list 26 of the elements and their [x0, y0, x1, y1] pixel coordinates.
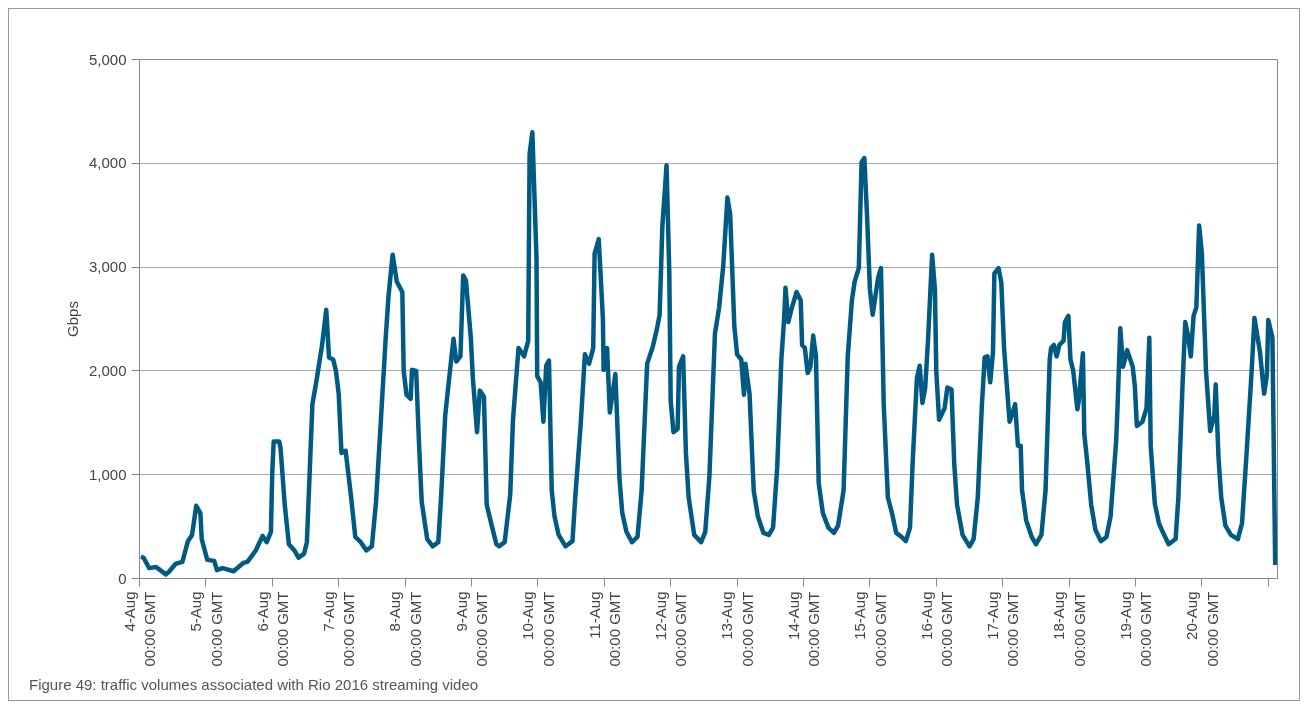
y-axis-title: Gbps — [63, 301, 81, 337]
x-tick-label: 11-Aug 00:00 GMT — [585, 591, 623, 667]
y-tick-label: 1,000 — [88, 465, 127, 483]
x-tick-label: 17-Aug 00:00 GMT — [983, 591, 1022, 667]
y-tick-label: 2,000 — [88, 361, 127, 379]
y-tick-label: 4,000 — [88, 154, 127, 172]
x-tick-label: 8-Aug 00:00 GMT — [386, 591, 424, 667]
y-tick-label: 0 — [118, 569, 127, 587]
x-tick-label: 19-Aug 00:00 GMT — [1116, 591, 1155, 667]
caption: Figure 49: traffic volumes associated with Rio 2016 streaming video — [29, 675, 479, 695]
x-tick-label: 9-Aug 00:00 GMT — [452, 591, 491, 667]
x-tick-label: 16-Aug 00:00 GMT — [917, 591, 955, 667]
x-tick-label: 13-Aug 00:00 GMT — [718, 591, 756, 667]
line-series — [139, 129, 1278, 577]
x-tick-label: 18-Aug 00:00 GMT — [1050, 591, 1088, 667]
x-tick-label: 4-Aug 00:00 GMT — [120, 591, 159, 667]
y-tick-label: 3,000 — [88, 258, 127, 276]
x-tick-label: 10-Aug 00:00 GMT — [519, 591, 557, 667]
x-tick-label: 5-Aug 00:00 GMT — [187, 591, 225, 667]
x-tick-label: 20-Aug 00:00 GMT — [1183, 591, 1221, 667]
y-tick-label: 5,000 — [88, 50, 127, 68]
x-tick-label: 15-Aug 00:00 GMT — [851, 591, 889, 667]
x-tick-label: 14-Aug 00:00 GMT — [784, 591, 823, 667]
x-tick-label: 6-Aug 00:00 GMT — [253, 591, 291, 667]
x-tick-label: 7-Aug 00:00 GMT — [320, 591, 358, 667]
x-tick-label: 12-Aug 00:00 GMT — [651, 591, 690, 667]
